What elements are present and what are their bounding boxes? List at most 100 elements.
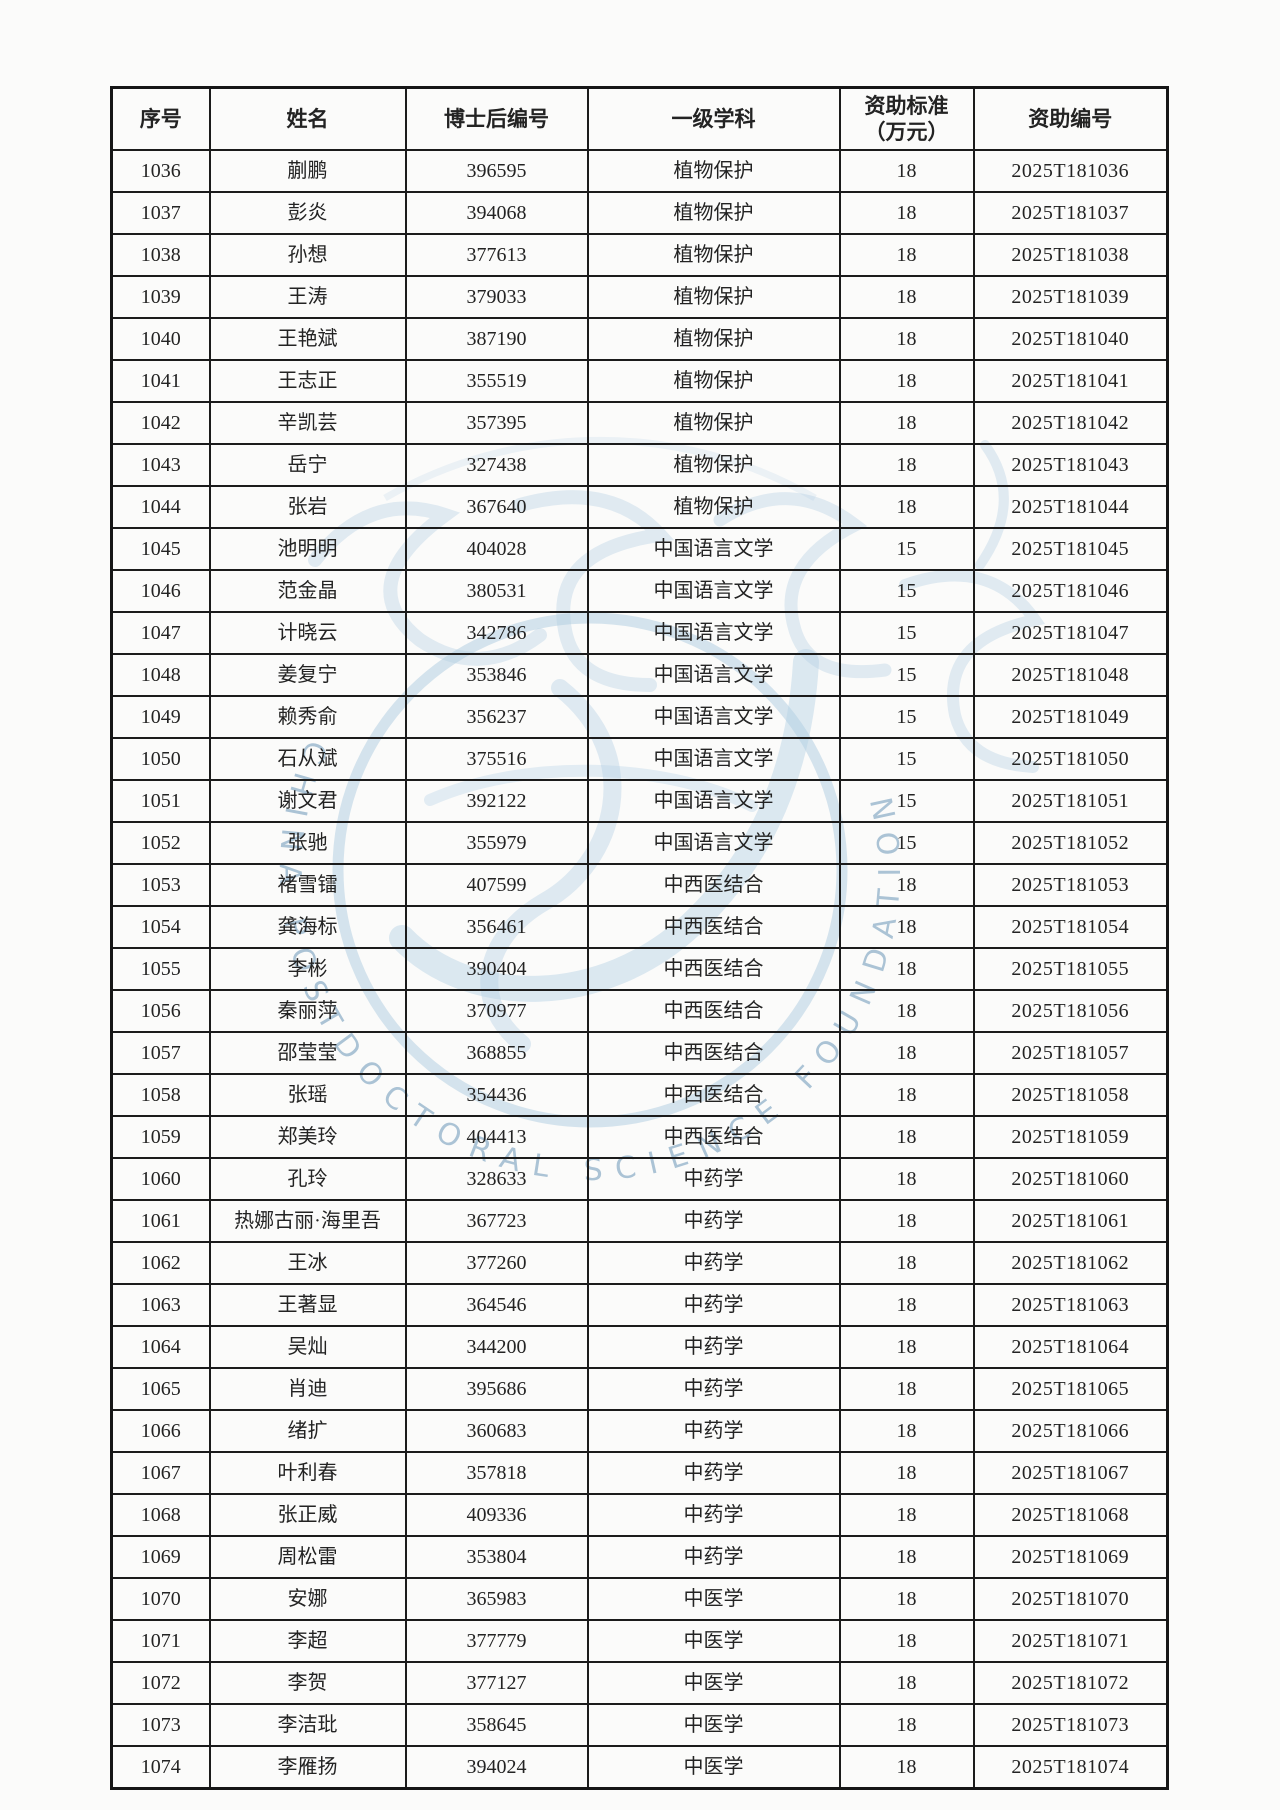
- cell-funding-standard: 18: [838, 1409, 975, 1453]
- table-row: 1071 李超 377779 中医学 18 2025T181071: [110, 1619, 1169, 1663]
- cell-funding-standard: 18: [838, 1745, 975, 1790]
- header-funding-standard: 资助标准 （万元）: [838, 86, 975, 151]
- cell-funding-code: 2025T181037: [972, 191, 1169, 235]
- table-body: 1036 蒯鹏 396595 植物保护 18 2025T181036 1037 …: [110, 149, 1169, 1790]
- cell-name: 叶利春: [208, 1451, 407, 1495]
- cell-funding-code: 2025T181043: [972, 443, 1169, 487]
- cell-postdoc-number: 404413: [404, 1115, 589, 1159]
- cell-index: 1070: [110, 1577, 211, 1621]
- cell-index: 1051: [110, 779, 211, 823]
- cell-discipline: 中药学: [586, 1451, 841, 1495]
- header-postdoc-number: 博士后编号: [404, 86, 589, 151]
- header-name: 姓名: [208, 86, 407, 151]
- cell-funding-code: 2025T181050: [972, 737, 1169, 781]
- cell-name: 李彬: [208, 947, 407, 991]
- cell-postdoc-number: 392122: [404, 779, 589, 823]
- cell-index: 1072: [110, 1661, 211, 1705]
- table-row: 1066 绪扩 360683 中药学 18 2025T181066: [110, 1409, 1169, 1453]
- cell-funding-standard: 18: [838, 149, 975, 193]
- cell-funding-standard: 18: [838, 1367, 975, 1411]
- funding-roster-table: 序号 姓名 博士后编号 一级学科 资助标准 （万元） 资助编号 1036 蒯鹏 …: [110, 86, 1169, 1790]
- cell-name: 周松雷: [208, 1535, 407, 1579]
- cell-name: 张岩: [208, 485, 407, 529]
- cell-name: 秦丽萍: [208, 989, 407, 1033]
- cell-funding-standard: 18: [838, 1493, 975, 1537]
- cell-postdoc-number: 356237: [404, 695, 589, 739]
- cell-name: 孔玲: [208, 1157, 407, 1201]
- cell-discipline: 中药学: [586, 1535, 841, 1579]
- cell-index: 1055: [110, 947, 211, 991]
- cell-funding-standard: 15: [838, 527, 975, 571]
- table-row: 1046 范金晶 380531 中国语言文学 15 2025T181046: [110, 569, 1169, 613]
- cell-postdoc-number: 344200: [404, 1325, 589, 1369]
- table-row: 1041 王志正 355519 植物保护 18 2025T181041: [110, 359, 1169, 403]
- cell-index: 1061: [110, 1199, 211, 1243]
- cell-funding-standard: 15: [838, 611, 975, 655]
- cell-funding-code: 2025T181041: [972, 359, 1169, 403]
- cell-name: 王冰: [208, 1241, 407, 1285]
- cell-funding-code: 2025T181060: [972, 1157, 1169, 1201]
- cell-discipline: 中医学: [586, 1745, 841, 1790]
- table-row: 1061 热娜古丽·海里吾 367723 中药学 18 2025T181061: [110, 1199, 1169, 1243]
- cell-funding-standard: 18: [838, 1577, 975, 1621]
- cell-funding-standard: 18: [838, 1703, 975, 1747]
- cell-index: 1038: [110, 233, 211, 277]
- cell-discipline: 植物保护: [586, 149, 841, 193]
- cell-index: 1067: [110, 1451, 211, 1495]
- cell-index: 1068: [110, 1493, 211, 1537]
- cell-index: 1060: [110, 1157, 211, 1201]
- cell-postdoc-number: 355519: [404, 359, 589, 403]
- table-row: 1060 孔玲 328633 中药学 18 2025T181060: [110, 1157, 1169, 1201]
- cell-discipline: 中西医结合: [586, 863, 841, 907]
- cell-discipline: 中国语言文学: [586, 569, 841, 613]
- cell-discipline: 中药学: [586, 1157, 841, 1201]
- cell-funding-standard: 15: [838, 569, 975, 613]
- cell-postdoc-number: 328633: [404, 1157, 589, 1201]
- cell-funding-standard: 15: [838, 695, 975, 739]
- cell-funding-standard: 18: [838, 1451, 975, 1495]
- table-row: 1065 肖迪 395686 中药学 18 2025T181065: [110, 1367, 1169, 1411]
- cell-funding-standard: 18: [838, 401, 975, 445]
- cell-discipline: 植物保护: [586, 443, 841, 487]
- cell-index: 1041: [110, 359, 211, 403]
- table-row: 1044 张岩 367640 植物保护 18 2025T181044: [110, 485, 1169, 529]
- cell-postdoc-number: 356461: [404, 905, 589, 949]
- table-row: 1062 王冰 377260 中药学 18 2025T181062: [110, 1241, 1169, 1285]
- cell-name: 李雁扬: [208, 1745, 407, 1790]
- cell-funding-standard: 18: [838, 443, 975, 487]
- header-funding-code: 资助编号: [972, 86, 1169, 151]
- cell-postdoc-number: 365983: [404, 1577, 589, 1621]
- cell-discipline: 中药学: [586, 1241, 841, 1285]
- cell-discipline: 植物保护: [586, 317, 841, 361]
- cell-postdoc-number: 327438: [404, 443, 589, 487]
- cell-discipline: 植物保护: [586, 359, 841, 403]
- cell-discipline: 中药学: [586, 1325, 841, 1369]
- cell-discipline: 中西医结合: [586, 1031, 841, 1075]
- cell-name: 孙想: [208, 233, 407, 277]
- table-row: 1067 叶利春 357818 中药学 18 2025T181067: [110, 1451, 1169, 1495]
- cell-funding-code: 2025T181073: [972, 1703, 1169, 1747]
- cell-index: 1043: [110, 443, 211, 487]
- cell-funding-code: 2025T181054: [972, 905, 1169, 949]
- cell-discipline: 中药学: [586, 1283, 841, 1327]
- header-discipline: 一级学科: [586, 86, 841, 151]
- cell-postdoc-number: 367640: [404, 485, 589, 529]
- cell-index: 1037: [110, 191, 211, 235]
- cell-discipline: 中医学: [586, 1703, 841, 1747]
- cell-discipline: 中医学: [586, 1661, 841, 1705]
- cell-funding-standard: 18: [838, 317, 975, 361]
- table-row: 1055 李彬 390404 中西医结合 18 2025T181055: [110, 947, 1169, 991]
- cell-postdoc-number: 377613: [404, 233, 589, 277]
- header-row: 序号 姓名 博士后编号 一级学科 资助标准 （万元） 资助编号: [110, 86, 1169, 151]
- table-row: 1037 彭炎 394068 植物保护 18 2025T181037: [110, 191, 1169, 235]
- cell-discipline: 中国语言文学: [586, 821, 841, 865]
- cell-postdoc-number: 353804: [404, 1535, 589, 1579]
- cell-funding-standard: 18: [838, 863, 975, 907]
- cell-discipline: 植物保护: [586, 485, 841, 529]
- cell-postdoc-number: 353846: [404, 653, 589, 697]
- cell-index: 1063: [110, 1283, 211, 1327]
- cell-postdoc-number: 377127: [404, 1661, 589, 1705]
- cell-index: 1054: [110, 905, 211, 949]
- cell-funding-code: 2025T181048: [972, 653, 1169, 697]
